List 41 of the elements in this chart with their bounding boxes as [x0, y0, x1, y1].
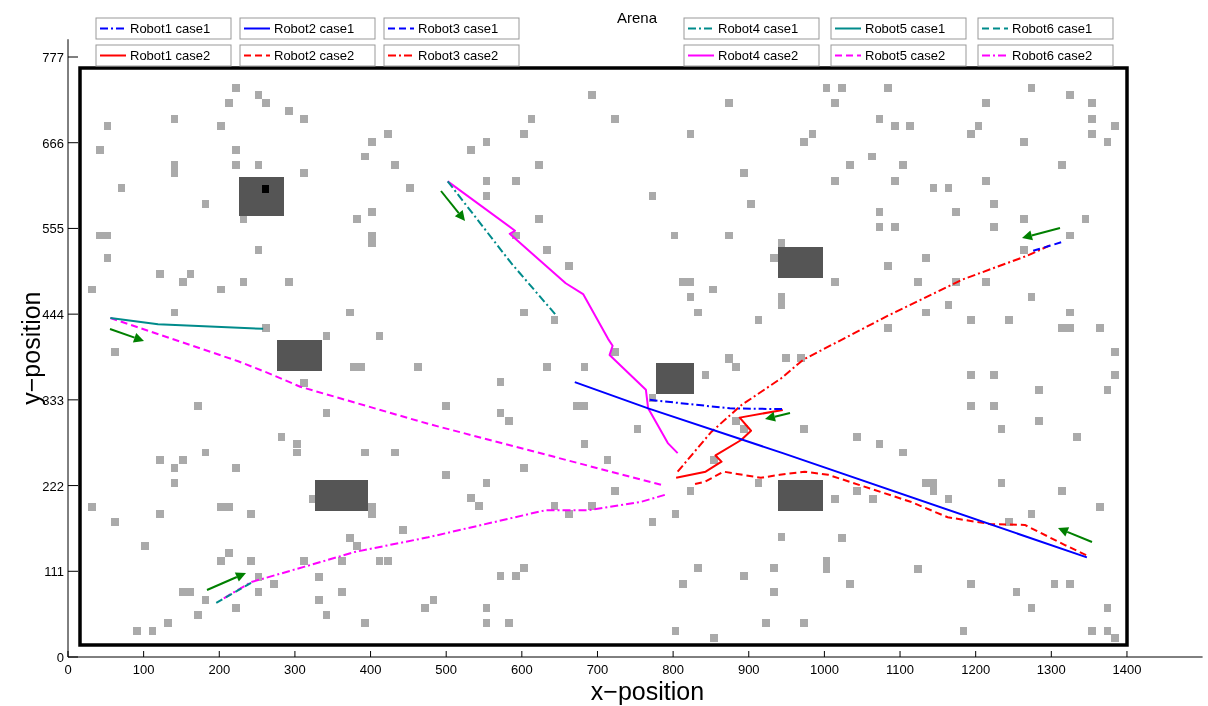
x-tick-label: 600 [510, 662, 533, 677]
x-tick-label: 1000 [809, 662, 839, 677]
x-tick-label: 900 [737, 662, 760, 677]
line-series [109, 317, 663, 486]
legend-label: Robot2 case2 [274, 48, 355, 63]
x-axis-title: x−position [590, 677, 705, 705]
chart-title: Arena [616, 9, 658, 26]
legend-label: Robot3 case1 [418, 21, 499, 36]
legend-label: Robot1 case2 [130, 48, 211, 63]
legend-label: Robot4 case1 [718, 21, 799, 36]
line-series [222, 493, 666, 600]
line-series [573, 381, 1088, 559]
legend-label: Robot6 case2 [1012, 48, 1093, 63]
x-tick-label: 1100 [886, 662, 915, 677]
y-tick-label: 333 [42, 392, 64, 408]
x-tick-label: 700 [586, 662, 609, 677]
legend-label: Robot3 case2 [418, 48, 499, 63]
y-tick-label: 111 [44, 564, 64, 580]
line-series [694, 470, 1088, 557]
legend-label: Robot4 case2 [718, 48, 799, 63]
x-tick-label: 500 [435, 662, 458, 677]
line-series [446, 180, 679, 455]
x-tick-label: 200 [208, 662, 231, 677]
line-series [675, 408, 784, 479]
legend-label: Robot1 case1 [130, 21, 211, 36]
x-tick-label: 1300 [1036, 662, 1066, 677]
x-tick-label: 300 [284, 662, 306, 677]
y-tick-label: 0 [56, 650, 64, 665]
x-tick-label: 100 [132, 662, 155, 677]
y-tick-label: 222 [42, 478, 64, 494]
legend-label: Robot5 case1 [865, 21, 946, 36]
x-tick-label: 1400 [1112, 662, 1142, 677]
legend-label: Robot6 case1 [1012, 21, 1093, 36]
x-tick-label: 400 [359, 662, 382, 677]
y-tick-label: 666 [42, 135, 64, 151]
y-tick-label: 777 [42, 50, 64, 65]
y-tick-label: 555 [42, 221, 64, 237]
x-tick-label: 1200 [961, 662, 991, 677]
legend-label: Robot5 case2 [865, 48, 946, 63]
x-tick-label: 800 [662, 662, 684, 677]
legend-label: Robot2 case1 [274, 21, 355, 36]
